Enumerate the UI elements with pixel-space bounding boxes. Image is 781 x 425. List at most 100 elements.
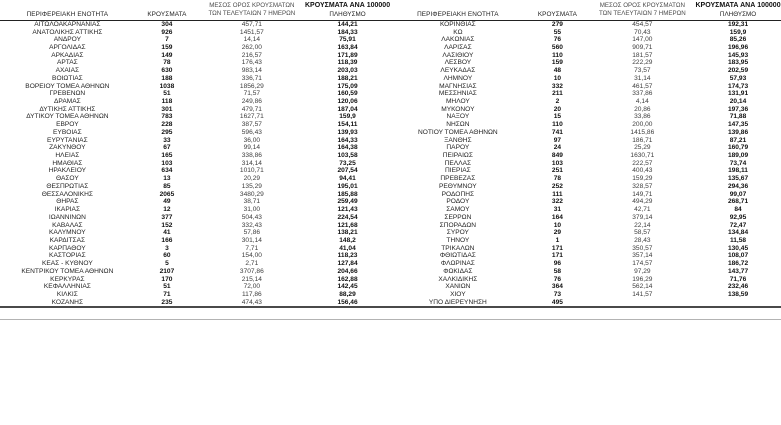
region-cell: ΚΕΡΚΥΡΑΣ (50, 275, 85, 283)
cases-cell: 634 (161, 167, 173, 175)
cases-cell: 111 (552, 190, 563, 198)
cases-cell: 73 (553, 290, 562, 298)
table-row: ΠΕΛΛΑΣ 103 222,57 73,74 (391, 160, 781, 168)
avg-7day-cell: 70,43 (634, 28, 651, 36)
header-per100k-line2: ΠΛΗΘΥΣΜΟ (719, 10, 757, 18)
per100k-cell: 142,45 (337, 283, 358, 291)
cases-cell: 159 (161, 43, 173, 51)
per100k-cell: 11,58 (729, 236, 747, 244)
per100k-cell: 186,72 (727, 260, 749, 268)
region-cell: ΑΝΔΡΟΥ (53, 36, 81, 44)
cases-cell: 364 (551, 283, 563, 291)
table-row: ΕΥΒΟΙΑΣ 295 596,43 139,93 (0, 129, 391, 137)
per100k-cell: 103,58 (337, 152, 358, 160)
avg-7day-cell: 147,00 (632, 36, 653, 44)
per100k-cell: 92,95 (729, 213, 747, 221)
header-avg-7day: ΜΕΣΟΣ ΟΡΟΣ ΚΡΟΥΣΜΑΤΩΝ ΤΩΝ ΤΕΛΕΥΤΑΙΩΝ 7 Η… (589, 0, 696, 21)
header-cases: ΚΡΟΥΣΜΑΤΑ (525, 0, 590, 21)
per100k-cell: 162,88 (337, 275, 358, 283)
region-cell: ΠΙΕΡΙΑΣ (445, 167, 471, 175)
per100k-cell: 202,59 (727, 67, 749, 75)
table-row: ΦΘΙΩΤΙΔΑΣ 171 357,14 108,07 (391, 252, 781, 260)
region-cell: ΚΟΖΑΝΗΣ (51, 298, 84, 306)
table-row: ΑΡΓΟΛΙΔΑΣ 159 262,00 163,84 (0, 44, 391, 52)
table-row: ΛΑΣΙΘΙΟΥ 110 181,57 145,93 (391, 52, 781, 60)
per100k-cell: 87,21 (729, 136, 747, 144)
region-cell: ΛΑΣΙΘΙΟΥ (442, 51, 474, 59)
cases-cell: 67 (163, 144, 171, 152)
per100k-cell: 139,93 (337, 128, 358, 136)
header-per100k: ΚΡΟΥΣΜΑΤΑ ΑΝΑ 100000 ΠΛΗΘΥΣΜΟ (304, 0, 391, 21)
avg-7day-cell: 494,29 (632, 198, 653, 206)
cases-cell: 377 (161, 213, 173, 221)
table-row: ΧΑΛΚΙΔΙΚΗΣ 76 196,29 71,76 (391, 276, 781, 284)
per100k-cell: 196,96 (727, 43, 749, 51)
avg-7day-cell: 336,71 (241, 74, 262, 82)
region-cell: ΡΟΔΟΥ (446, 198, 470, 206)
per100k-cell: 183,95 (727, 59, 749, 67)
region-cell: ΒΟΡΕΙΟΥ ΤΟΜΕΑ ΑΘΗΝΩΝ (25, 82, 110, 90)
region-cell: ΑΡΓΟΛΙΔΑΣ (49, 43, 86, 51)
table-row: ΑΡΤΑΣ 78 176,43 118,39 (0, 59, 391, 67)
table-row: ΛΑΚΩΝΙΑΣ 76 147,00 85,26 (391, 36, 781, 44)
per100k-cell: 135,67 (727, 175, 749, 183)
avg-7day-cell: 28,43 (634, 236, 651, 244)
table-row: ΡΟΔΟΥ 322 494,29 268,71 (391, 198, 781, 206)
avg-7day-cell: 222,57 (632, 159, 653, 167)
table-row: ΜΑΓΝΗΣΙΑΣ 332 461,57 174,73 (391, 83, 781, 91)
table-header-left: ΠΕΡΙΦΕΡΕΙΑΚΗ ΕΝΟΤΗΤΑ ΚΡΟΥΣΜΑΤΑ ΜΕΣΟΣ ΟΡΟ… (0, 0, 391, 21)
per100k-cell: 20,14 (729, 98, 747, 105)
per100k-cell: 160,59 (337, 90, 358, 98)
cases-cell: 279 (551, 20, 563, 28)
cases-cell: 251 (551, 167, 563, 175)
cases-table-left: ΠΕΡΙΦΕΡΕΙΑΚΗ ΕΝΟΤΗΤΑ ΚΡΟΥΣΜΑΤΑ ΜΕΣΟΣ ΟΡΟ… (0, 0, 391, 306)
header-avg-line1: ΜΕΣΟΣ ΟΡΟΣ ΚΡΟΥΣΜΑΤΩΝ (599, 2, 685, 9)
region-cell: ΠΡΕΒΕΖΑΣ (440, 175, 476, 183)
avg-7day-cell: 301,14 (241, 236, 262, 244)
avg-7day-cell: 1451,57 (239, 28, 264, 36)
per100k-cell: 156,46 (337, 298, 358, 306)
header-cases: ΚΡΟΥΣΜΑΤΑ (134, 0, 200, 21)
cases-cell: 295 (161, 128, 173, 136)
table-row: ΛΕΥΚΑΔΑΣ 48 73,57 202,59 (391, 67, 781, 75)
cases-cell: 58 (553, 267, 562, 275)
table-row: ΠΑΡΟΥ 24 25,29 160,79 (391, 144, 781, 152)
table-row: ΔΥΤΙΚΗΣ ΑΤΤΙΚΗΣ 301 479,71 187,04 (0, 106, 391, 114)
cases-cell: 170 (161, 275, 173, 283)
avg-7day-cell: 71,57 (243, 90, 261, 98)
cases-cell: 41 (163, 229, 171, 237)
cases-cell: 2065 (159, 190, 175, 198)
cases-cell: 322 (551, 198, 563, 206)
region-cell: ΠΕΛΛΑΣ (444, 159, 472, 167)
avg-7day-cell: 176,43 (241, 59, 262, 67)
cases-cell: 85 (163, 182, 171, 190)
cases-cell: 110 (552, 121, 563, 129)
region-cell: ΡΟΔΟΠΗΣ (441, 190, 475, 198)
per100k-cell: 160,79 (727, 144, 749, 152)
cases-cell: 31 (553, 206, 562, 214)
region-cell: ΗΡΑΚΛΕΙΟΥ (48, 167, 87, 175)
region-cell: ΑΡΚΑΔΙΑΣ (51, 51, 84, 59)
avg-7day-cell: 72,00 (243, 283, 261, 291)
table-row: ΛΗΜΝΟΥ 10 31,14 57,93 (391, 75, 781, 83)
table-row: ΑΧΑΪΑΣ 630 983,14 203,03 (0, 67, 391, 75)
avg-7day-cell: 909,71 (632, 43, 653, 51)
avg-7day-cell: 149,71 (632, 190, 653, 198)
region-cell: ΣΕΡΡΩΝ (444, 213, 472, 221)
table-row: ΣΑΜΟΥ 31 42,71 84 (391, 206, 781, 214)
cases-cell: 3 (165, 244, 169, 252)
table-row: ΔΡΑΜΑΣ 118 249,86 120,06 (0, 98, 391, 106)
per100k-cell: 71,88 (729, 113, 747, 121)
region-cell: ΚΟΡΙΝΘΙΑΣ (439, 20, 476, 28)
table-row: ΚΟΖΑΝΗΣ 235 474,43 156,46 (0, 299, 391, 307)
per100k-cell: 192,31 (727, 20, 749, 28)
region-cell: ΡΕΘΥΜΝΟΥ (439, 182, 477, 190)
header-avg-line2: ΤΩΝ ΤΕΛΕΥΤΑΙΩΝ 7 ΗΜΕΡΩΝ (598, 10, 686, 18)
table-row: ΡΕΘΥΜΝΟΥ 252 328,57 294,36 (391, 183, 781, 191)
region-cell: ΚΙΛΚΙΣ (56, 290, 78, 298)
table-row: ΒΟΡΕΙΟΥ ΤΟΜΕΑ ΑΘΗΝΩΝ 1038 1856,29 175,09 (0, 83, 391, 91)
avg-7day-cell: 196,29 (632, 275, 653, 283)
avg-7day-cell: 7,71 (245, 244, 259, 252)
region-cell: ΦΘΙΩΤΙΔΑΣ (439, 252, 476, 260)
region-cell: ΣΠΟΡΑΔΩΝ (439, 221, 477, 229)
